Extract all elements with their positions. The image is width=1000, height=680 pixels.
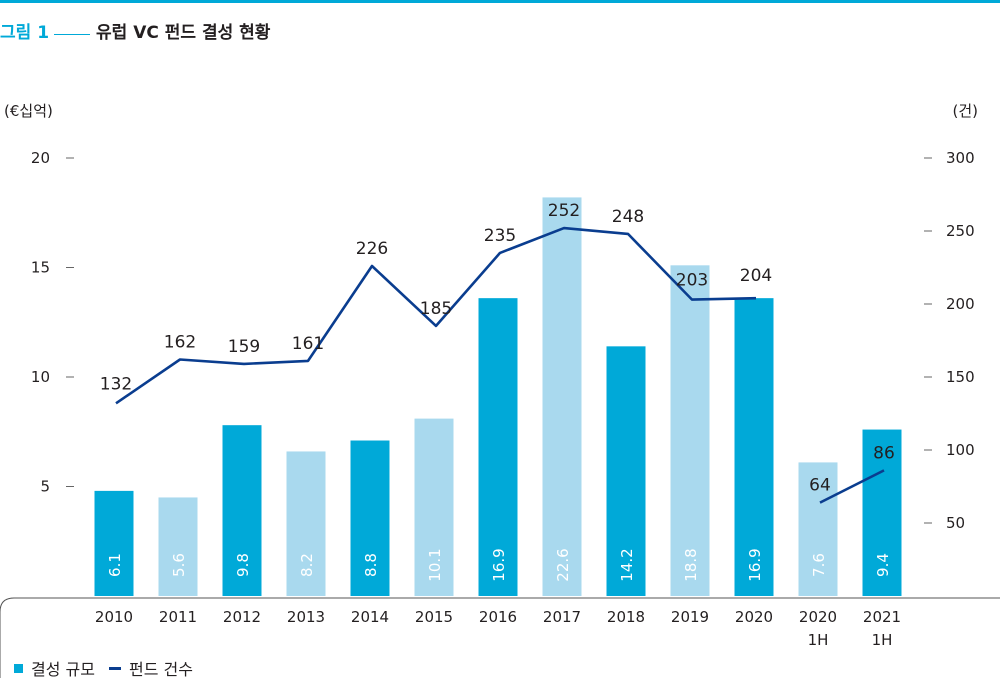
fund-count-label: 185 (420, 299, 452, 319)
category-label: 2018 (607, 608, 645, 626)
category-label: 2011 (159, 608, 197, 626)
category-label: 2014 (351, 608, 389, 626)
left-tick-label: 15 (31, 259, 50, 277)
left-tick-label: 5 (40, 478, 50, 496)
legend-bar-swatch (14, 663, 23, 673)
bar-0 (94, 490, 134, 596)
bar-6 (478, 298, 518, 596)
left-tick-label: 20 (31, 149, 50, 167)
category-label: 2015 (415, 608, 453, 626)
right-tick-label: 100 (946, 441, 975, 459)
category-label: 1H (872, 631, 893, 649)
fund-count-label: 132 (100, 374, 132, 394)
category-label: 1H (808, 631, 829, 649)
fund-count-label: 86 (873, 443, 895, 463)
category-label: 2013 (287, 608, 325, 626)
bar-7 (542, 197, 582, 597)
fund-count-label: 252 (548, 201, 580, 221)
left-axis-title: (€십억) (4, 102, 53, 120)
category-label: 2010 (95, 608, 133, 626)
bar-4 (350, 440, 390, 596)
fund-count-label: 64 (809, 476, 831, 496)
right-tick-label: 150 (946, 368, 975, 386)
bar-value-label: 22.6 (554, 548, 572, 581)
chart-legend: 결성 규모 펀드 건수 (14, 656, 193, 680)
left-tick-label: 10 (31, 368, 50, 386)
fund-count-label: 162 (164, 332, 196, 352)
bar-2 (222, 425, 262, 596)
bar-9 (670, 265, 710, 596)
category-label: 2020 (799, 608, 837, 626)
category-label: 2019 (671, 608, 709, 626)
top-accent-rule (0, 0, 1000, 3)
category-label: 2017 (543, 608, 581, 626)
bar-11 (798, 462, 838, 596)
right-tick-label: 250 (946, 222, 975, 240)
legend-line-label: 펀드 건수 (128, 660, 193, 679)
fund-count-line-1 (819, 469, 885, 504)
bar-8 (606, 346, 646, 596)
category-label: 2021 (863, 608, 901, 626)
fund-count-label: 248 (612, 207, 644, 227)
bar-value-label: 9.8 (234, 553, 252, 577)
legend-line-swatch (108, 666, 121, 670)
right-axis-title: (건) (952, 102, 978, 120)
bar-value-label: 8.8 (362, 553, 380, 577)
bar-10 (734, 298, 774, 596)
bar-12 (862, 429, 902, 596)
bar-value-label: 10.1 (426, 548, 444, 581)
fund-count-line-0 (115, 226, 757, 405)
fund-count-label: 159 (228, 337, 260, 357)
right-tick-label: 50 (946, 514, 965, 532)
fund-count-label: 161 (292, 334, 324, 354)
bar-value-label: 8.2 (298, 553, 316, 577)
fund-count-label: 203 (676, 271, 708, 291)
category-label: 2020 (735, 608, 773, 626)
bar-value-label: 9.4 (874, 553, 892, 577)
bar-3 (286, 451, 326, 596)
right-tick-label: 200 (946, 295, 975, 313)
bar-value-label: 7.6 (810, 553, 828, 577)
bar-value-label: 5.6 (170, 553, 188, 577)
x-axis-baseline (0, 597, 1000, 678)
fund-count-label: 235 (484, 226, 516, 246)
bar-1 (158, 497, 198, 596)
bar-value-label: 18.8 (682, 548, 700, 581)
bar-value-label: 16.9 (490, 548, 508, 581)
legend-bar-label: 결성 규모 (31, 660, 95, 679)
figure-number: 그림 1 (0, 23, 50, 43)
fund-count-label: 204 (740, 266, 772, 286)
category-label: 2016 (479, 608, 517, 626)
right-tick-label: 300 (946, 149, 975, 167)
bar-value-label: 6.1 (106, 553, 124, 577)
category-label: 2012 (223, 608, 261, 626)
bar-value-label: 14.2 (618, 548, 636, 581)
figure-title: 유럽 VC 펀드 결성 현황 (96, 23, 271, 43)
bar-value-label: 16.9 (746, 548, 764, 581)
bar-5 (414, 418, 454, 596)
figure-label-rule (54, 34, 90, 35)
fund-count-label: 226 (356, 239, 388, 259)
